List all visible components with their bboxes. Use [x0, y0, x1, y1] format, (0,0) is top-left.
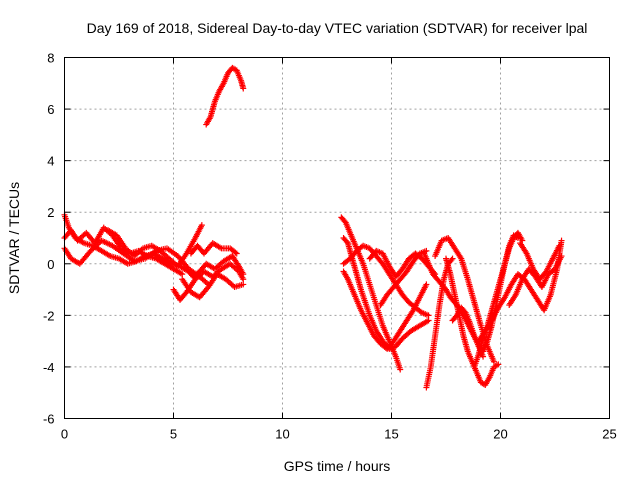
plot-frame: [64, 57, 610, 419]
x-tick-label: 15: [384, 427, 398, 442]
data-point: [240, 271, 247, 278]
data-point: [240, 281, 247, 288]
y-tick-label: 8: [47, 51, 54, 66]
series-sat-k: [340, 235, 432, 352]
series-sat-c: [61, 237, 212, 288]
x-tick-label: 20: [493, 427, 507, 442]
series-sat-m: [340, 268, 430, 352]
data-point: [461, 308, 468, 315]
series-sat-o: [377, 247, 430, 309]
y-tick-label: 4: [47, 154, 54, 169]
series-sat-h: [187, 240, 240, 257]
chart-title: Day 169 of 2018, Sidereal Day-to-day VTE…: [87, 20, 588, 36]
data-point: [495, 361, 502, 368]
series-sat-i: [203, 64, 247, 128]
data-point: [198, 222, 205, 229]
series-sat-q: [423, 255, 456, 391]
data-point: [423, 281, 430, 288]
data-point: [449, 255, 456, 262]
data-point: [179, 271, 186, 278]
data-point: [558, 237, 565, 244]
series-sat-d: [105, 222, 205, 270]
data-point: [240, 276, 247, 283]
data-point: [233, 250, 240, 257]
series-sat-g: [183, 253, 247, 280]
x-tick-label: 25: [602, 427, 616, 442]
series-sat-f: [179, 271, 247, 301]
data-marks: [61, 64, 565, 391]
data-point: [556, 242, 563, 249]
y-tick-label: 0: [47, 257, 54, 272]
y-axis-label: SDTVAR / TECUs: [6, 182, 22, 294]
y-tick-label: -4: [43, 360, 55, 375]
data-point: [480, 353, 487, 360]
x-axis-label: GPS time / hours: [284, 458, 391, 474]
grid-lines: [64, 57, 610, 419]
x-tick-label: 0: [61, 427, 68, 442]
series-sat-x: [517, 240, 563, 283]
x-tick-label: 10: [275, 427, 289, 442]
data-point: [425, 317, 432, 324]
x-tick-label: 5: [170, 427, 177, 442]
data-point: [425, 312, 432, 319]
data-point: [240, 85, 247, 92]
y-tick-label: 6: [47, 102, 54, 117]
y-tick-label: -2: [43, 308, 55, 323]
data-point: [397, 366, 404, 373]
data-point: [558, 253, 565, 260]
data-point: [490, 358, 497, 365]
y-tick-label: -6: [43, 412, 55, 427]
data-point: [232, 249, 239, 256]
y-tick-label: 2: [47, 205, 54, 220]
data-point: [343, 238, 350, 245]
data-point: [341, 218, 348, 225]
